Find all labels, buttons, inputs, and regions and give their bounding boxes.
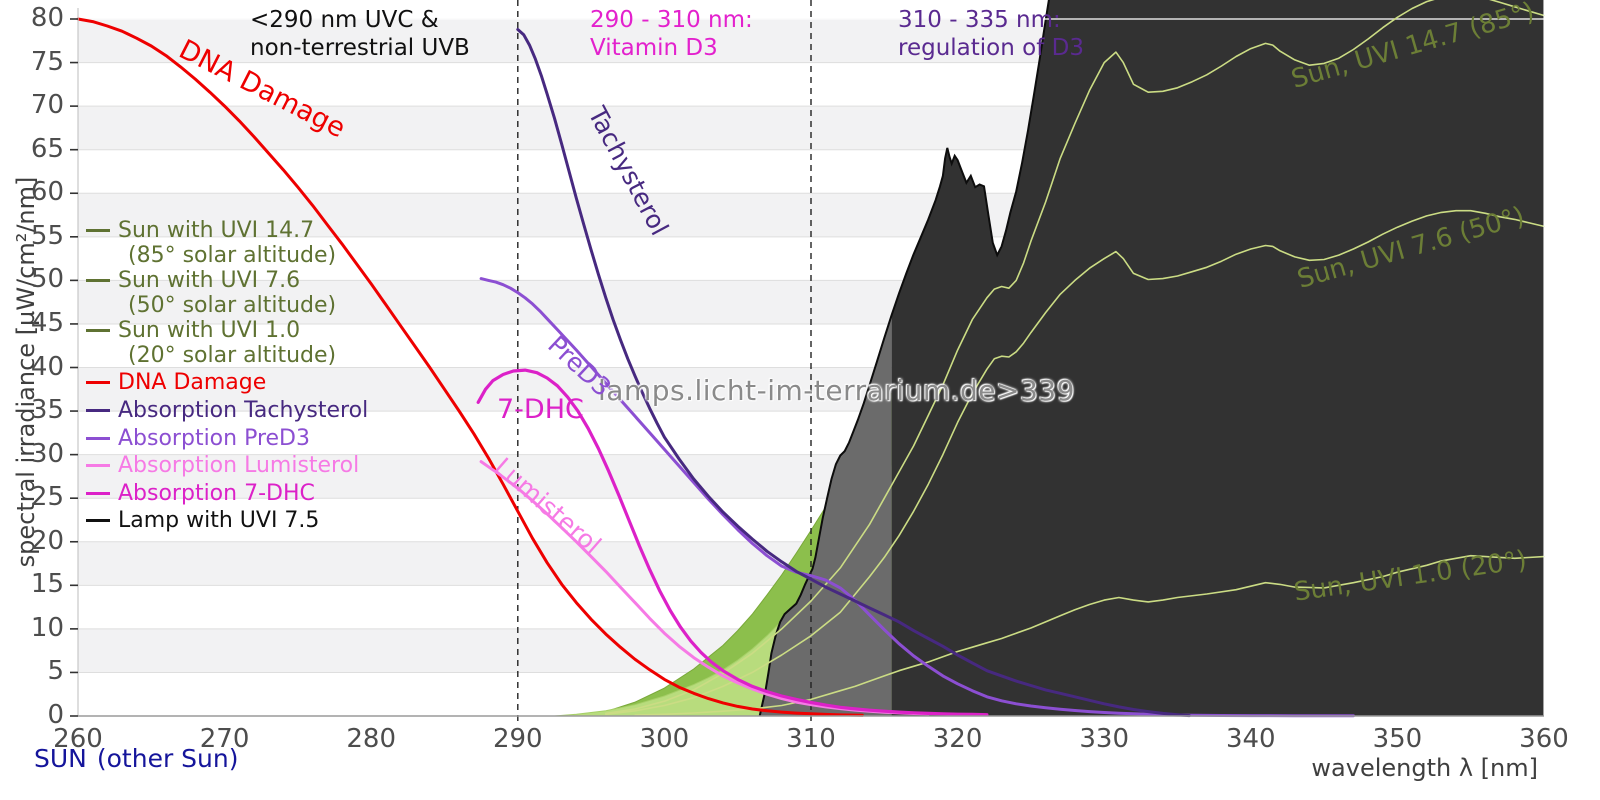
legend-sublabel: (20° solar altitude) [128, 343, 337, 368]
sun-link[interactable]: SUN [34, 744, 87, 773]
legend-dash [86, 229, 110, 232]
legend-label: Absorption Lumisterol [118, 453, 360, 478]
legend-dash [86, 329, 110, 332]
y-tick-label: 35 [30, 395, 64, 426]
legend-item: Absorption 7-DHC [86, 481, 315, 506]
y-tick-label: 10 [30, 612, 64, 643]
legend-label: Sun with UVI 14.7 (85° solar altitude) [118, 218, 337, 268]
legend-item: Sun with UVI 7.6 (50° solar altitude) [86, 268, 336, 318]
legend-item: Absorption PreD3 [86, 426, 310, 451]
lamp-curve [758, 0, 1050, 717]
legend-label: DNA Damage [118, 370, 267, 395]
footer-links: SUN (other Sun) [34, 744, 249, 773]
curve-dhc [476, 368, 989, 717]
annotation-vitamin-d3-region: 290 - 310 nm: Vitamin D3 [590, 7, 753, 61]
x-tick-label: 360 [1519, 724, 1569, 754]
legend-item: Absorption Lumisterol [86, 453, 359, 478]
x-axis-label: wavelength λ [nm] [1311, 754, 1538, 782]
x-tick-label: 330 [1079, 724, 1129, 754]
curve-sun_14_7 [605, 0, 1545, 715]
curve-sun_7_6 [605, 209, 1545, 716]
x-tick-label: 270 [199, 724, 250, 754]
lamp-fill [891, 0, 1544, 716]
legend-label: Absorption PreD3 [118, 426, 310, 451]
curve-tachysterol [516, 28, 1191, 718]
legend-dash [86, 279, 110, 282]
y-tick-label: 20 [30, 525, 64, 556]
x-tick-label: 310 [786, 724, 836, 754]
y-tick-label: 75 [30, 46, 64, 77]
legend-dash [86, 519, 110, 522]
y-tick-label: 60 [30, 177, 64, 208]
legend-item: Lamp with UVI 7.5 [86, 508, 319, 533]
curve-sun_1_0 [634, 554, 1545, 716]
y-tick-label: 70 [30, 90, 64, 121]
x-tick-label: 300 [639, 724, 690, 754]
curve-label-7-dhc: 7-DHC [497, 394, 584, 425]
curve-dna [76, 17, 864, 717]
annotation-uvc-region: <290 nm UVC & non-terrestrial UVB [250, 7, 470, 61]
legend-dash [86, 464, 110, 467]
y-tick-label: 50 [30, 264, 64, 295]
legend-dash [86, 492, 110, 495]
curve-pred3 [479, 277, 1355, 718]
legend-label: Sun with UVI 7.6 (50° solar altitude) [118, 268, 337, 318]
legend-item: Sun with UVI 1.0 (20° solar altitude) [86, 318, 336, 368]
y-tick-label: 40 [30, 351, 64, 382]
y-tick-label: 25 [30, 482, 64, 513]
y-tick-label: 15 [30, 569, 64, 600]
y-tick-label: 30 [30, 438, 64, 469]
y-tick-label: 55 [30, 220, 64, 251]
y-tick-label: 0 [47, 700, 64, 730]
y-tick-label: 5 [47, 656, 64, 687]
x-tick-label: 280 [346, 724, 396, 754]
x-tick-label: 350 [1372, 724, 1423, 754]
legend-label: Sun with UVI 1.0 (20° solar altitude) [118, 318, 337, 368]
legend-sublabel: (85° solar altitude) [128, 243, 337, 268]
x-tick-label: 290 [492, 724, 543, 754]
x-tick-label: 320 [932, 724, 983, 754]
watermark: lamps.licht-im-terrarium.de>339 [598, 374, 1075, 407]
lamp-fill-uvb [759, 315, 892, 716]
x-tick-label: 260 [53, 724, 103, 754]
y-tick-label: 80 [30, 3, 64, 33]
legend-dash [86, 409, 110, 412]
legend-item: Absorption Tachysterol [86, 398, 368, 423]
legend-dash [86, 381, 110, 384]
y-tick-label: 65 [30, 133, 64, 164]
annotation-d3-regulation-region: 310 - 335 nm: regulation of D3 [898, 7, 1084, 61]
y-tick-label: 45 [30, 307, 64, 338]
legend-item: Sun with UVI 14.7 (85° solar altitude) [86, 218, 336, 268]
legend-item: DNA Damage [86, 370, 266, 395]
legend-label: Lamp with UVI 7.5 [118, 508, 320, 533]
legend-sublabel: (50° solar altitude) [128, 293, 337, 318]
x-tick-label: 340 [1225, 724, 1276, 754]
legend-label: Absorption Tachysterol [118, 398, 369, 423]
legend-dash [86, 437, 110, 440]
legend-label: Absorption 7-DHC [118, 481, 315, 506]
other-sun-link[interactable]: (other Sun) [96, 744, 239, 773]
